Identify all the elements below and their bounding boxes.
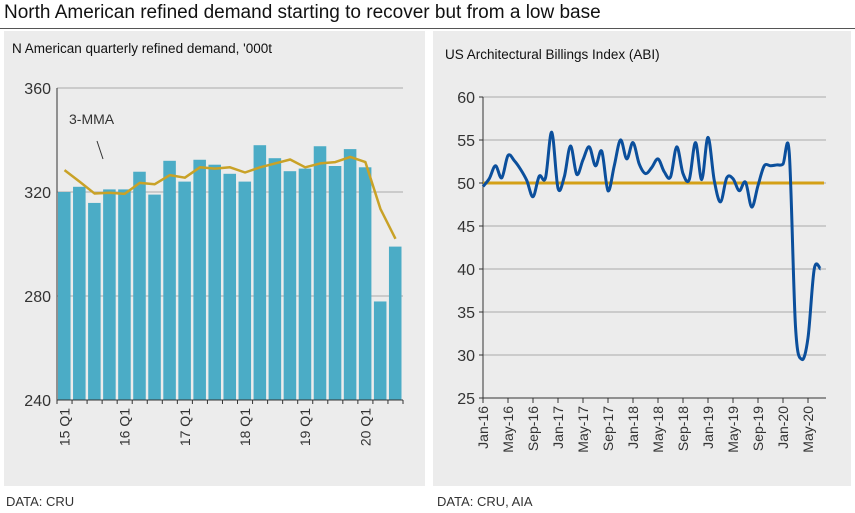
- y-tick-label: 60: [457, 90, 475, 107]
- x-tick-label: Sep-18: [675, 406, 691, 451]
- bar: [193, 159, 206, 400]
- bar: [268, 158, 282, 400]
- abi-line: [481, 130, 822, 362]
- bar: [118, 189, 131, 400]
- x-tick-label: Sep-16: [525, 406, 541, 451]
- x-tick-label: Jan-16: [475, 406, 491, 449]
- x-tick-label: 18 Q1: [237, 408, 253, 446]
- bar: [343, 149, 357, 400]
- x-tick-label: 15 Q1: [57, 408, 73, 446]
- y-tick-label: 45: [457, 219, 475, 236]
- bar: [223, 173, 237, 400]
- bar: [58, 192, 71, 400]
- y-tick-label: 55: [457, 133, 475, 150]
- annotation-pointer: [96, 140, 104, 160]
- x-tick-label: Jan-18: [625, 406, 641, 449]
- y-tick-label: 35: [457, 305, 475, 322]
- bar: [328, 166, 342, 400]
- bar: [253, 145, 267, 400]
- title-divider: [0, 28, 855, 29]
- bar: [178, 181, 191, 400]
- y-tick-label: 240: [24, 393, 51, 410]
- x-tick-label: Sep-17: [600, 406, 616, 451]
- bar: [358, 167, 372, 400]
- right-chart-panel: [433, 31, 851, 486]
- x-tick-label: Jan-19: [700, 406, 716, 449]
- right-source: DATA: CRU, AIA: [437, 494, 533, 509]
- y-tick-label: 25: [457, 391, 475, 408]
- x-tick-label: May-18: [650, 406, 666, 453]
- bar: [103, 189, 116, 400]
- bar: [388, 246, 402, 400]
- mma-line: [63, 155, 397, 240]
- bar: [148, 194, 161, 400]
- x-tick-label: May-16: [500, 406, 516, 453]
- y-tick-label: 280: [24, 289, 51, 306]
- y-tick-label: 360: [24, 81, 51, 98]
- bar: [208, 164, 221, 400]
- x-tick-label: Jan-17: [550, 406, 566, 449]
- left-chart-title: N American quarterly refined demand, '00…: [12, 41, 272, 56]
- left-source: DATA: CRU: [6, 494, 75, 509]
- bar: [88, 202, 101, 400]
- bar: [238, 181, 252, 400]
- bar: [163, 160, 176, 400]
- bar: [73, 186, 86, 400]
- y-tick-label: 40: [457, 262, 475, 279]
- right-chart-title: US Architectural Billings Index (ABI): [445, 47, 660, 62]
- y-tick-label: 50: [457, 176, 475, 193]
- mma-annotation: 3-MMA: [69, 111, 115, 127]
- bar: [133, 171, 146, 400]
- x-tick-label: May-20: [800, 406, 816, 453]
- y-tick-label: 320: [24, 185, 51, 202]
- x-tick-label: 19 Q1: [297, 408, 313, 446]
- y-tick-label: 30: [457, 348, 475, 365]
- x-tick-label: 16 Q1: [117, 408, 133, 446]
- bar: [373, 301, 387, 400]
- x-tick-label: Jan-20: [775, 406, 791, 449]
- x-tick-label: May-19: [725, 406, 741, 453]
- x-tick-label: Sep-19: [750, 406, 766, 451]
- bar: [298, 168, 312, 400]
- x-tick-label: May-17: [575, 406, 591, 453]
- page-title: North American refined demand starting t…: [4, 2, 601, 23]
- x-tick-label: 20 Q1: [357, 408, 373, 446]
- bar: [313, 146, 327, 400]
- x-tick-label: 17 Q1: [177, 408, 193, 446]
- bar: [283, 171, 297, 400]
